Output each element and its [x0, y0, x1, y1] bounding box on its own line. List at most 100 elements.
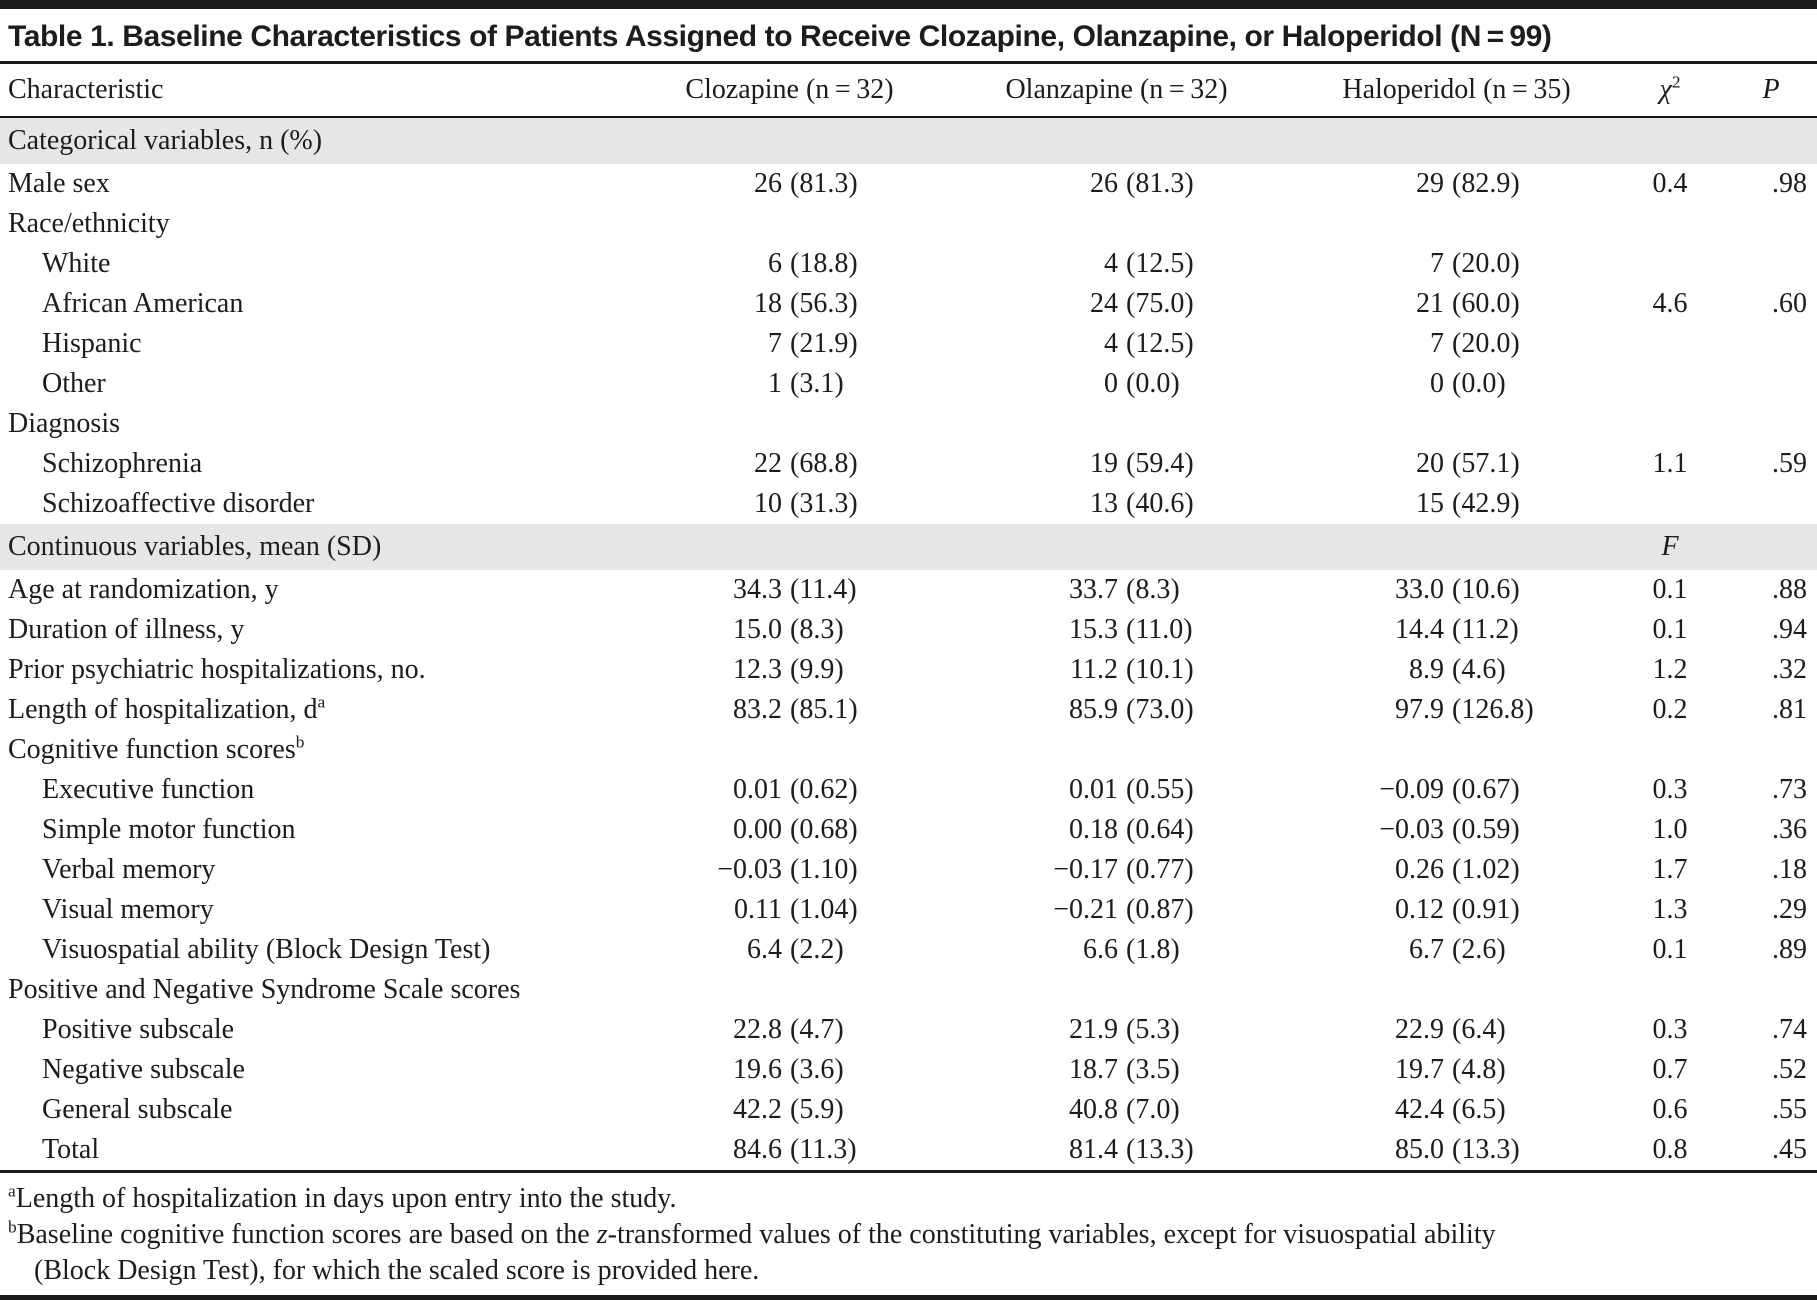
section-band-stat-label: F — [1615, 524, 1726, 570]
row-label: Visuospatial ability (Block Design Test) — [42, 934, 491, 965]
haloperidol-value: −0.09 — [1379, 774, 1445, 805]
row-label: Diagnosis — [8, 408, 120, 439]
footnote-b-continuation: (Block Design Test), for which the scale… — [34, 1255, 760, 1286]
table-row: Length of hospitalization, da 83.2 (85.1… — [0, 690, 1817, 730]
table-row: Age at randomization, y 34.3 (11.4) 33.7… — [0, 570, 1817, 610]
row-label-superscript: a — [317, 692, 326, 712]
olanzapine-parenthetical: (0.0) — [1126, 368, 1180, 399]
olanzapine-value — [919, 204, 1119, 244]
row-label-cell: Length of hospitalization, da — [0, 690, 583, 730]
section-band-stat-label — [1615, 117, 1726, 164]
olanzapine-value: 15.3 — [1069, 614, 1119, 645]
clozapine-parenthetical — [783, 204, 919, 244]
haloperidol-value: 15 — [1416, 488, 1445, 519]
footnote-a-marker: a — [8, 1181, 16, 1201]
table-row: Duration of illness, y 15.0 (8.3) 15.3 (… — [0, 610, 1817, 650]
row-label-cell: Executive function — [0, 770, 583, 810]
olanzapine-value: 0 — [1104, 368, 1119, 399]
clozapine-parenthetical: (3.6) — [790, 1054, 844, 1085]
olanzapine-value: −0.21 — [1053, 894, 1119, 925]
olanzapine-parenthetical: (73.0) — [1126, 694, 1194, 725]
olanzapine-parenthetical: (0.64) — [1126, 814, 1194, 845]
olanzapine-value: 21.9 — [1069, 1014, 1119, 1045]
row-label: Schizoaffective disorder — [42, 488, 315, 519]
clozapine-parenthetical: (81.3) — [790, 168, 858, 199]
clozapine-value: 0.01 — [733, 774, 782, 805]
haloperidol-value — [1255, 204, 1445, 244]
row-label-superscript: b — [295, 732, 305, 752]
haloperidol-parenthetical: (126.8) — [1452, 694, 1534, 725]
olanzapine-parenthetical — [1119, 730, 1255, 770]
haloperidol-value: 22.9 — [1395, 1014, 1445, 1045]
olanzapine-parenthetical — [1119, 204, 1255, 244]
row-label-cell: African American — [0, 284, 583, 324]
clozapine-value: 83.2 — [733, 694, 782, 725]
olanzapine-value: 24 — [1090, 288, 1119, 319]
row-label-cell: Diagnosis — [0, 404, 583, 444]
haloperidol-parenthetical: (13.3) — [1452, 1134, 1520, 1165]
chi2-or-f-value: 1.2 — [1652, 654, 1688, 685]
olanzapine-value: 33.7 — [1069, 574, 1119, 605]
clozapine-value: 26 — [754, 168, 782, 199]
clozapine-parenthetical: (21.9) — [790, 328, 858, 359]
haloperidol-parenthetical — [1445, 730, 1615, 770]
clozapine-parenthetical: (4.7) — [790, 1014, 844, 1045]
haloperidol-value: 0 — [1430, 368, 1445, 399]
column-header-haloperidol: Haloperidol (n = 35) — [1255, 64, 1616, 118]
haloperidol-parenthetical: (20.0) — [1452, 248, 1520, 279]
chi2-or-f-value: 1.0 — [1652, 814, 1688, 845]
olanzapine-value: 4 — [1104, 248, 1119, 279]
haloperidol-parenthetical — [1445, 404, 1615, 444]
clozapine-value: 15.0 — [733, 614, 782, 645]
table-row: Visual memory 0.11 (1.04) −0.21 (0.87) 0… — [0, 890, 1817, 930]
olanzapine-parenthetical: (75.0) — [1126, 288, 1194, 319]
chi2-or-f-value: 0.7 — [1652, 1054, 1688, 1085]
olanzapine-value — [919, 730, 1119, 770]
row-label: Other — [42, 368, 106, 399]
table-row: Other 1 (3.1) 0 (0.0) 0 (0.0) — [0, 364, 1817, 404]
olanzapine-parenthetical: (8.3) — [1126, 574, 1180, 605]
table-row: White 6 (18.8) 4 (12.5) 7 (20.0) — [0, 244, 1817, 284]
table-row: Diagnosis — [0, 404, 1817, 444]
clozapine-value: 18 — [754, 288, 782, 319]
haloperidol-value — [1255, 970, 1445, 1010]
clozapine-parenthetical: (8.3) — [790, 614, 844, 645]
clozapine-value — [583, 730, 783, 770]
table-title: Table 1. Baseline Characteristics of Pat… — [0, 9, 1817, 64]
clozapine-parenthetical: (0.62) — [790, 774, 858, 805]
column-header-row: Characteristic Clozapine (n = 32) Olanza… — [0, 64, 1817, 118]
clozapine-parenthetical: (18.8) — [790, 248, 858, 279]
footnote-b-italic-z: z — [596, 1219, 608, 1250]
column-header-characteristic: Characteristic — [0, 64, 583, 118]
p-value: .52 — [1772, 1054, 1808, 1085]
olanzapine-value: 85.9 — [1069, 694, 1119, 725]
clozapine-parenthetical: (11.3) — [790, 1134, 857, 1165]
chi2-or-f-value: 1.3 — [1652, 894, 1688, 925]
row-label-cell: Age at randomization, y — [0, 570, 583, 610]
p-value: .36 — [1772, 814, 1808, 845]
row-label-cell: Male sex — [0, 164, 583, 204]
clozapine-parenthetical: (2.2) — [790, 934, 844, 965]
clozapine-parenthetical — [783, 730, 919, 770]
clozapine-value: 10 — [754, 488, 782, 519]
row-label: Verbal memory — [42, 854, 216, 885]
row-label: Negative subscale — [42, 1054, 245, 1085]
table-row: Prior psychiatric hospitalizations, no. … — [0, 650, 1817, 690]
p-value — [1725, 324, 1817, 364]
clozapine-parenthetical: (1.10) — [790, 854, 858, 885]
p-value — [1725, 484, 1817, 524]
haloperidol-value: 6.7 — [1409, 934, 1445, 965]
haloperidol-parenthetical: (6.4) — [1452, 1014, 1506, 1045]
top-rule — [0, 0, 1817, 9]
clozapine-value — [583, 204, 783, 244]
olanzapine-parenthetical: (5.3) — [1126, 1014, 1180, 1045]
table-row: Schizophrenia 22 (68.8) 19 (59.4) 20 (57… — [0, 444, 1817, 484]
chi2-or-f-value — [1615, 204, 1725, 244]
haloperidol-parenthetical: (11.2) — [1452, 614, 1519, 645]
chi2-or-f-value — [1615, 404, 1725, 444]
section-band-empty-cell — [1725, 524, 1817, 570]
baseline-characteristics-table: Characteristic Clozapine (n = 32) Olanza… — [0, 64, 1817, 1173]
olanzapine-value: −0.17 — [1053, 854, 1119, 885]
olanzapine-value: 13 — [1090, 488, 1119, 519]
